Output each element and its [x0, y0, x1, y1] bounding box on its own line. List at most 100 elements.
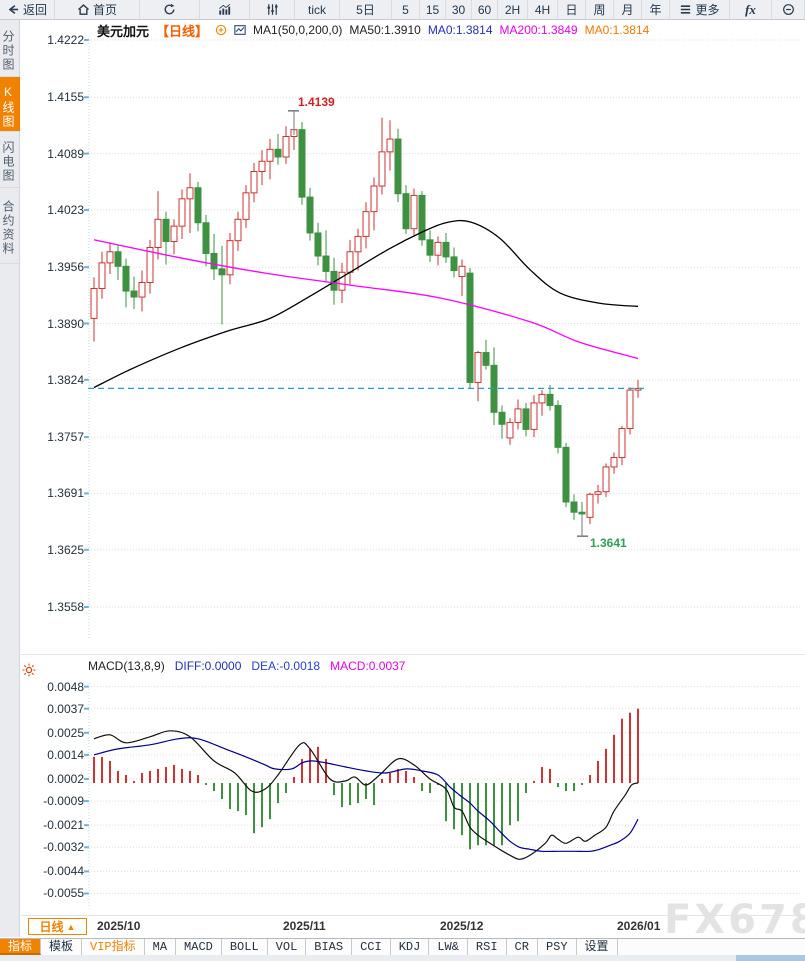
diff-value: DIFF:0.0000 — [174, 659, 242, 673]
toolbar-button-label: 日 — [565, 3, 578, 17]
tab-vip-indicators[interactable]: VIP指标 — [82, 939, 145, 955]
sliders-icon — [266, 3, 279, 16]
toolbar-button-year[interactable]: 年 — [642, 0, 670, 19]
toolbar-button-m15[interactable]: 15 — [420, 0, 446, 19]
toolbar-button-label: 更多 — [695, 3, 720, 17]
sun-icon[interactable] — [22, 663, 36, 677]
refresh-icon — [163, 3, 176, 16]
tab-kdj[interactable]: KDJ — [391, 939, 430, 955]
tab-macd[interactable]: MACD — [176, 939, 222, 955]
toolbar-button-home[interactable]: 首页 — [55, 0, 140, 19]
toolbar-button-label: tick — [308, 2, 326, 17]
toolbar-button-month[interactable]: 月 — [614, 0, 642, 19]
timeframe-label: 【日线】 — [156, 23, 209, 39]
toolbar-button-m60[interactable]: 60 — [472, 0, 498, 19]
tab-cr[interactable]: CR — [507, 939, 538, 955]
sidebar-item-lightning-chart[interactable]: 闪电图 — [0, 132, 20, 188]
ma0-value-secondary: MA0:1.3814 — [584, 23, 650, 37]
tab-indicators[interactable]: 指标 — [0, 939, 42, 955]
symbol-name: 美元加元 — [97, 23, 150, 39]
candlestick-pane[interactable] — [21, 40, 805, 640]
toolbar-button-refresh[interactable] — [140, 0, 200, 19]
fx678-watermark: FX678 — [664, 897, 805, 943]
sidebar-item-kline-chart[interactable]: K线图 — [0, 77, 20, 132]
y-axis-label: 1.3691 — [47, 486, 84, 501]
tab-rsi[interactable]: RSI — [468, 939, 507, 955]
zoom-out-icon — [782, 3, 795, 16]
sidebar-item-time-chart[interactable]: 分时图 — [0, 20, 20, 77]
ma200-value: MA200:1.3849 — [499, 23, 578, 37]
tab-lw[interactable]: LW& — [429, 939, 468, 955]
menu-icon — [679, 3, 692, 16]
ma50-value: MA50:1.3910 — [349, 23, 421, 37]
bar-chart-icon — [218, 3, 231, 16]
x-axis-label: 2026/01 — [617, 919, 661, 933]
macd-settings-label: MACD(13,8,9) — [88, 659, 165, 673]
toolbar-button-week[interactable]: 周 — [586, 0, 614, 19]
toolbar-button-m5[interactable]: 5 — [392, 0, 420, 19]
dea-value: DEA:-0.0018 — [251, 659, 321, 673]
y-axis-label: 1.4089 — [47, 146, 84, 161]
toolbar-button-label: 60 — [477, 2, 492, 17]
toolbar-button-m30[interactable]: 30 — [446, 0, 472, 19]
toolbar-button-h2[interactable]: 2H — [498, 0, 528, 19]
tab-templates[interactable]: 模板 — [41, 939, 83, 955]
y-axis-label: 0.0037 — [47, 701, 84, 716]
tab-psy[interactable]: PSY — [538, 939, 577, 955]
tab-vol[interactable]: VOL — [268, 939, 307, 955]
y-axis-label: -0.0032 — [43, 840, 84, 855]
tab-ma[interactable]: MA — [145, 939, 177, 955]
toolbar-button-indicator-settings[interactable] — [250, 0, 295, 19]
toolbar-button-day[interactable]: 日 — [558, 0, 586, 19]
y-axis-label: 1.3956 — [47, 260, 84, 275]
back-arrow-icon — [7, 3, 20, 16]
triangle-up-icon: ▲ — [66, 921, 76, 932]
toolbar-button-zoom-out[interactable] — [772, 0, 805, 19]
horizontal-scrollbar-handle[interactable] — [736, 955, 805, 961]
y-axis-label: -0.0044 — [43, 864, 84, 879]
toolbar-button-label: 5 — [402, 2, 409, 17]
y-axis-label: 1.3824 — [47, 372, 84, 387]
horizontal-scrollbar-track[interactable] — [0, 955, 805, 961]
toolbar-button-label: 4H — [534, 2, 551, 17]
toolbar-button-label: 15 — [425, 2, 440, 17]
toolbar-button-more[interactable]: 更多 — [670, 0, 730, 19]
x-axis-label: 2025/11 — [283, 919, 326, 933]
tab-settings[interactable]: 设置 — [577, 939, 618, 955]
indicator-tab-bar: 指标 模板 VIP指标 MA MACD BOLL VOL BIAS CCI KDJ LW& RSI CR… — [0, 938, 805, 955]
y-axis-label: 1.3757 — [47, 430, 84, 445]
add-circle-icon[interactable] — [215, 24, 227, 36]
toolbar-button-label: 返回 — [22, 3, 47, 17]
mini-chart-icon[interactable] — [234, 24, 246, 36]
sidebar-item-contract-info[interactable]: 合约资料 — [0, 188, 20, 264]
y-axis-label: -0.0009 — [43, 794, 84, 809]
period-selector-button[interactable]: 日线 ▲ — [28, 918, 87, 935]
macd-pane[interactable] — [21, 683, 805, 905]
tab-bias[interactable]: BIAS — [306, 939, 353, 955]
tab-boll[interactable]: BOLL — [222, 939, 268, 955]
y-axis-label: -0.0021 — [43, 818, 84, 833]
y-axis-label: 1.3558 — [47, 600, 84, 614]
y-axis-label: 0.0025 — [47, 725, 84, 740]
low-price-annotation: 1.3641 — [590, 536, 627, 550]
toolbar-button-label: 年 — [649, 3, 662, 17]
macd-header: MACD(13,8,9) DIFF:0.0000 DEA:-0.0018 MAC… — [88, 659, 405, 673]
toolbar-button-5d[interactable]: 5日 — [340, 0, 392, 19]
y-axis-label: 0.0002 — [47, 771, 84, 786]
y-axis-label: 1.3890 — [47, 316, 84, 331]
toolbar-button-h4[interactable]: 4H — [528, 0, 558, 19]
y-axis-label: 1.4023 — [47, 202, 84, 217]
y-axis-label: 1.4222 — [47, 33, 84, 47]
toolbar-button-label: fx — [745, 1, 756, 17]
toolbar-button-fx[interactable]: fx — [730, 0, 772, 19]
tab-cci[interactable]: CCI — [352, 939, 391, 955]
toolbar-button-tick[interactable]: tick — [295, 0, 340, 19]
axis-divider — [21, 915, 805, 916]
pane-divider — [21, 654, 805, 655]
y-axis-label: 1.3625 — [47, 542, 84, 557]
home-icon — [77, 3, 90, 16]
ma0-value-primary: MA0:1.3814 — [427, 23, 493, 37]
toolbar-button-chart-type[interactable] — [200, 0, 250, 19]
toolbar-button-back[interactable]: 返回 — [0, 0, 55, 19]
y-axis-label: 1.4155 — [47, 90, 84, 105]
